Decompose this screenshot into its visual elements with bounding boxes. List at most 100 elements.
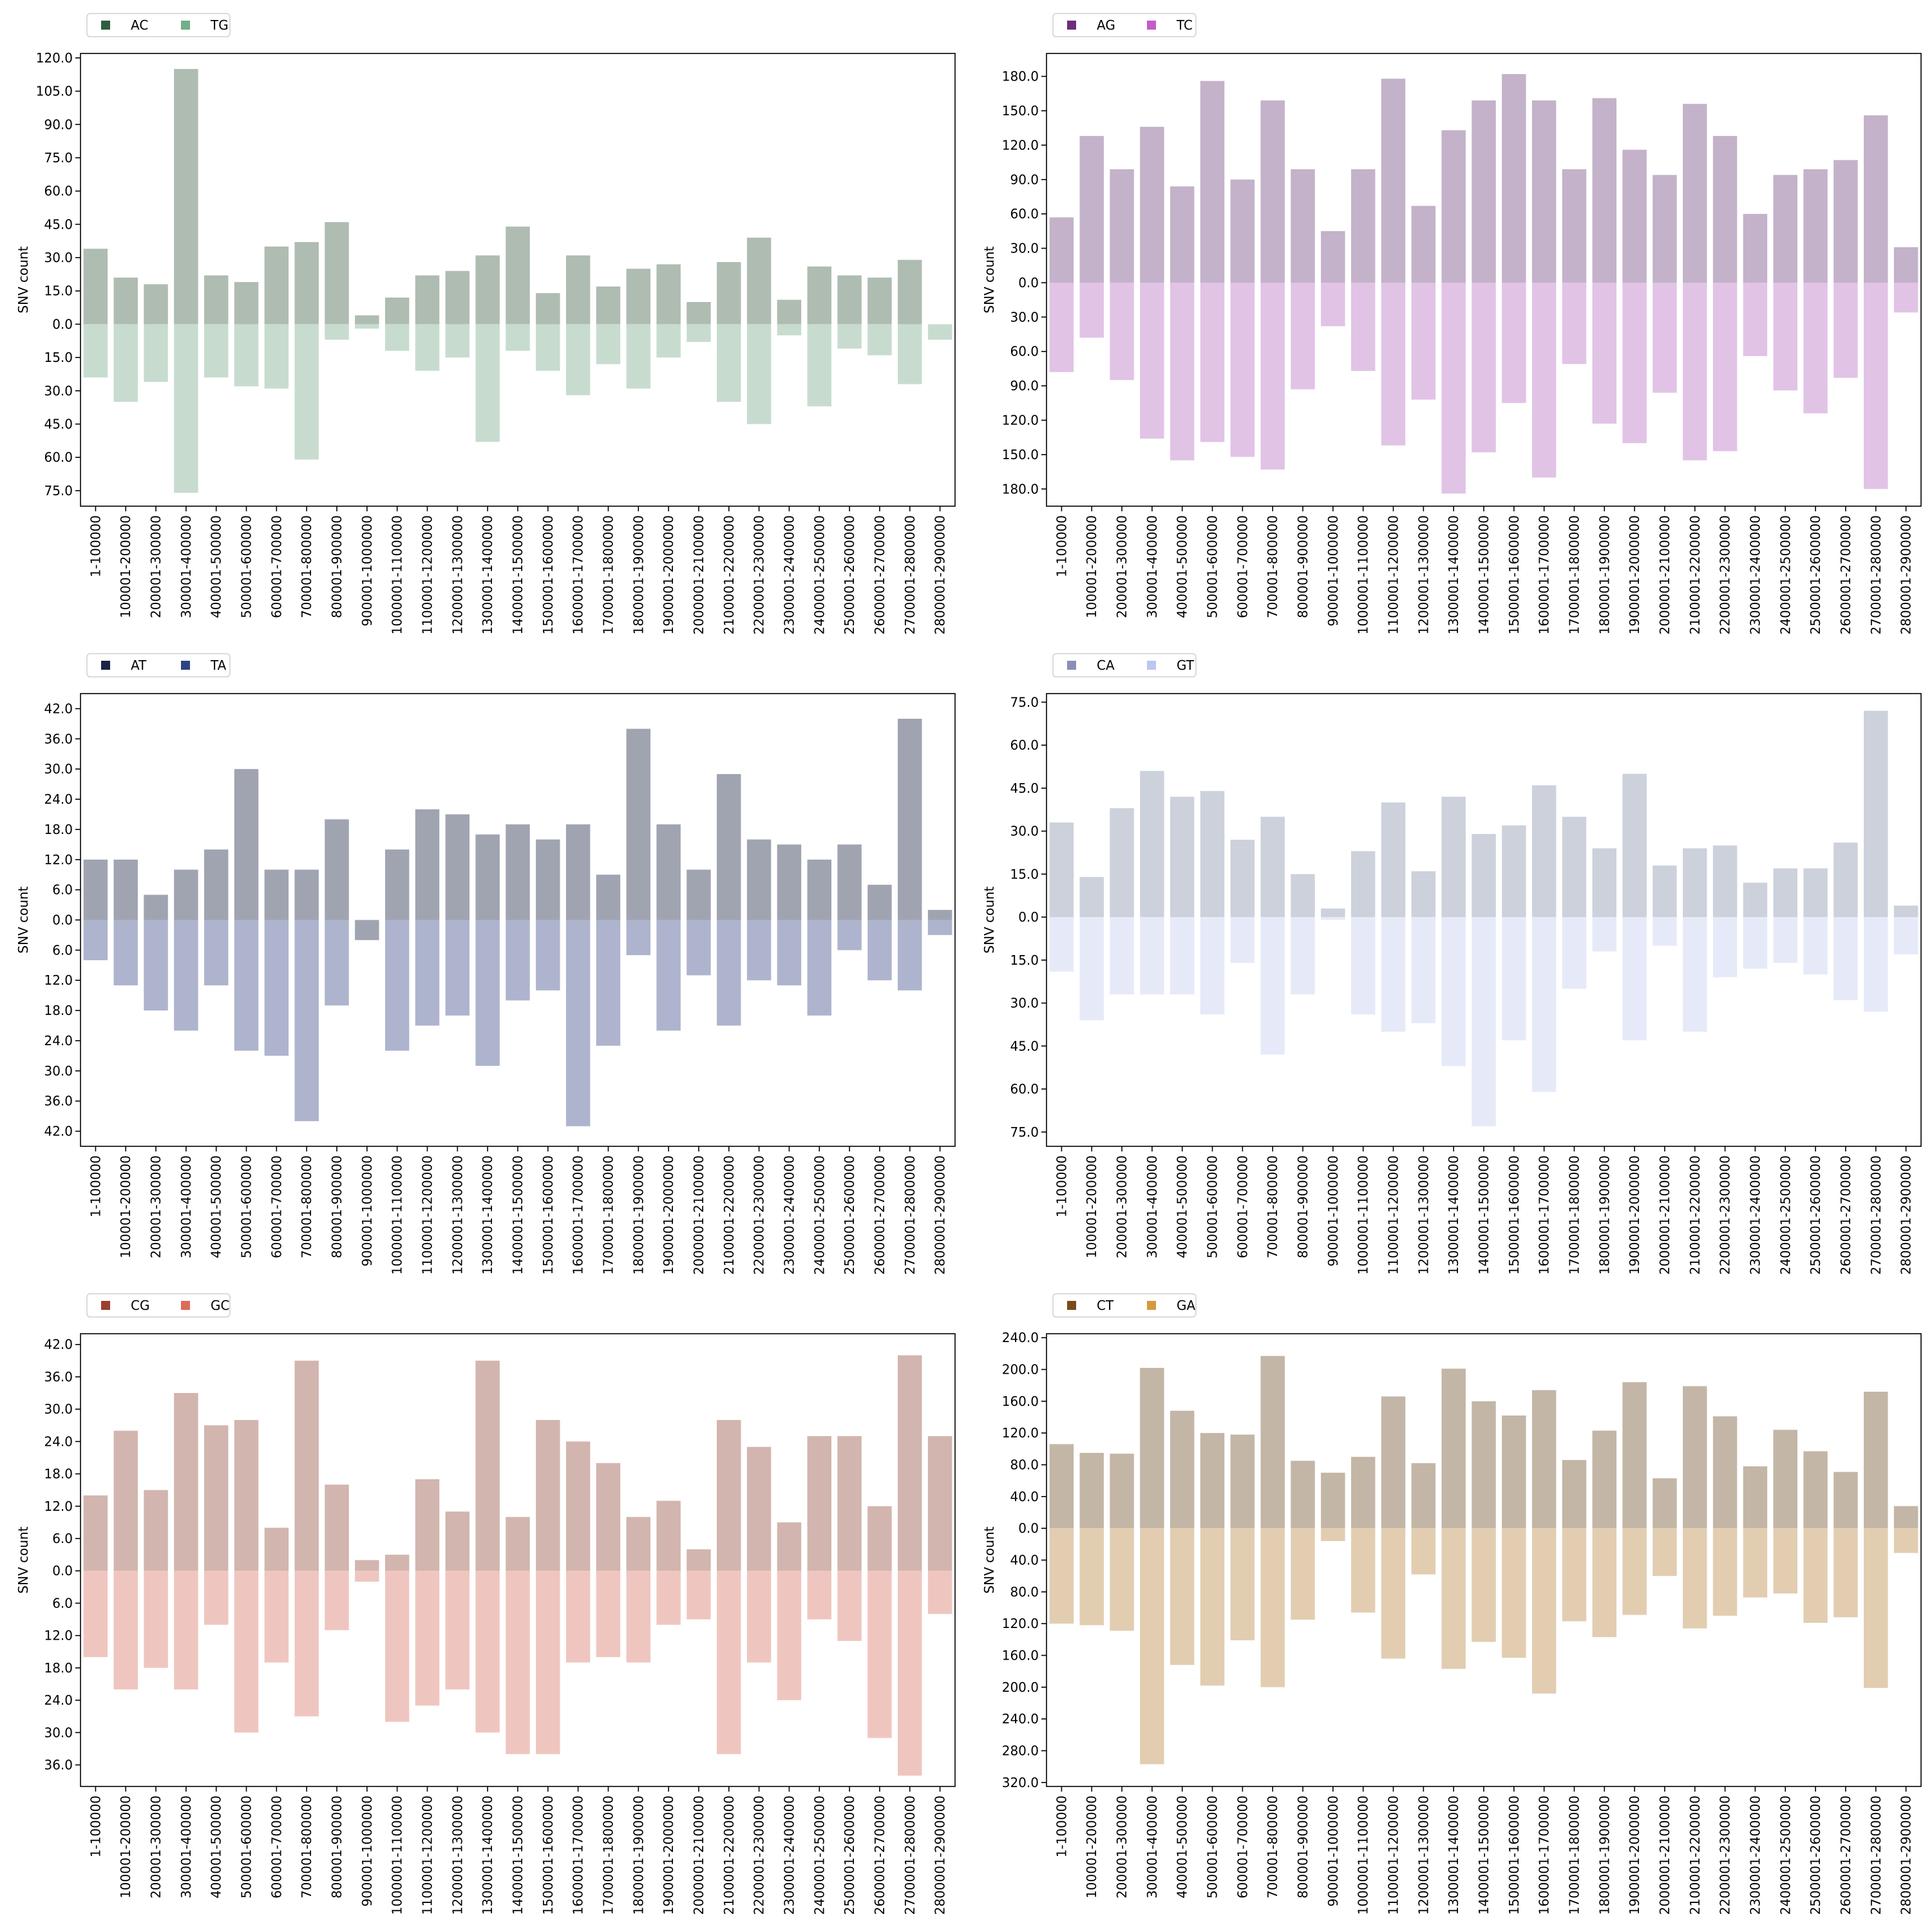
x-tick-label: 1-100000 (88, 1155, 103, 1217)
bar-ca-14 (1441, 797, 1466, 918)
bar-at-12 (415, 809, 440, 920)
bar-gc-10 (355, 1571, 379, 1582)
legend-swatch-ag (1067, 21, 1076, 30)
x-tick-label: 1500001-1600000 (540, 1795, 556, 1915)
x-tick-label: 100001-200000 (1084, 515, 1099, 618)
x-tick-label: 600001-700000 (1235, 1155, 1250, 1258)
bar-gc-17 (565, 1571, 591, 1663)
bar-cg-22 (717, 1419, 741, 1571)
bar-ag-29 (1893, 247, 1918, 283)
bar-ct-14 (1441, 1368, 1466, 1529)
legend-label-gt: GT (1177, 658, 1195, 673)
bar-gc-4 (174, 1571, 198, 1690)
bar-gt-21 (1653, 917, 1677, 946)
bar-ac-21 (687, 301, 711, 325)
x-tick-label: 1600001-1700000 (571, 515, 586, 634)
x-tick-label: 1400001-1500000 (510, 1795, 526, 1915)
x-tick-label: 700001-800000 (1265, 1795, 1280, 1899)
legend-label-ga: GA (1177, 1298, 1195, 1313)
bar-ag-22 (1683, 104, 1707, 283)
y-axis-label: SNV count (15, 1526, 31, 1593)
bar-gt-8 (1260, 917, 1285, 1055)
x-tick-label: 1600001-1700000 (571, 1155, 586, 1274)
x-tick-label: 1400001-1500000 (1476, 1155, 1492, 1274)
bar-ag-3 (1110, 169, 1134, 283)
legend-swatch-tg (181, 21, 190, 30)
bar-ca-29 (1893, 905, 1918, 918)
x-tick-label: 1300001-1400000 (480, 1795, 495, 1915)
bar-ga-6 (1200, 1528, 1225, 1686)
bar-ta-24 (777, 920, 802, 986)
bar-ct-20 (1622, 1382, 1647, 1529)
legend-box (86, 13, 231, 37)
x-tick-label: 800001-900000 (329, 1795, 345, 1899)
legend-box (1052, 1293, 1197, 1318)
x-tick-label: 400001-500000 (1175, 515, 1190, 618)
y-tick-label: 40.0 (1010, 1553, 1039, 1568)
x-tick-label: 600001-700000 (269, 515, 284, 618)
bar-ag-26 (1803, 169, 1828, 283)
bar-ta-17 (565, 920, 591, 1126)
bar-cg-25 (807, 1436, 831, 1571)
y-tick-label: 75.0 (44, 150, 73, 166)
bar-ta-18 (596, 920, 621, 1046)
x-tick-label: 900001-1000000 (359, 515, 375, 627)
bar-tc-6 (1200, 282, 1225, 442)
x-tick-label: 1700001-1800000 (600, 1155, 616, 1274)
x-tick-label: 2200001-2300000 (1718, 515, 1733, 634)
bar-ct-1 (1049, 1444, 1074, 1529)
legend-label-tc: TC (1176, 17, 1193, 33)
x-tick-label: 2300001-2400000 (781, 515, 797, 634)
y-tick-label: 80.0 (1010, 1457, 1039, 1473)
bar-ac-2 (113, 278, 138, 325)
bar-ct-25 (1773, 1430, 1797, 1529)
x-tick-label: 1100001-1200000 (420, 1155, 435, 1274)
x-tick-label: 1800001-1900000 (630, 515, 646, 634)
legend-box (86, 653, 231, 677)
bar-tg-3 (144, 324, 168, 383)
bar-tg-22 (717, 324, 741, 402)
bar-gt-3 (1110, 917, 1134, 995)
x-tick-label: 2600001-2700000 (872, 1795, 887, 1915)
bar-ta-12 (415, 920, 440, 1026)
y-tick-label: 75.0 (44, 483, 73, 498)
y-tick-label: 150.0 (1002, 447, 1039, 462)
x-tick-label: 1500001-1600000 (1506, 1155, 1522, 1274)
bar-ga-15 (1472, 1528, 1496, 1642)
y-tick-label: 45.0 (44, 416, 73, 431)
x-tick-label: 1900001-2000000 (661, 1795, 676, 1915)
bar-ca-5 (1170, 797, 1195, 918)
bar-gc-15 (506, 1571, 530, 1754)
bar-ga-27 (1833, 1528, 1858, 1618)
bar-ct-8 (1260, 1356, 1285, 1529)
bar-ag-7 (1230, 179, 1255, 283)
y-tick-label: 60.0 (1010, 737, 1039, 753)
x-tick-label: 100001-200000 (1084, 1795, 1099, 1899)
bar-ca-25 (1773, 868, 1797, 918)
x-tick-label: 800001-900000 (329, 1155, 345, 1258)
x-tick-label: 1800001-1900000 (630, 1795, 646, 1915)
bar-tc-11 (1350, 282, 1376, 371)
bar-cg-24 (777, 1522, 802, 1571)
bar-ag-6 (1200, 80, 1225, 283)
bar-ca-17 (1531, 785, 1557, 918)
x-tick-label: 700001-800000 (1265, 515, 1280, 618)
x-tick-label: 1400001-1500000 (1476, 1795, 1492, 1915)
y-axis-label: SNV count (981, 886, 997, 953)
bar-ga-5 (1170, 1528, 1195, 1665)
x-tick-label: 1-100000 (1054, 515, 1069, 577)
bar-cg-15 (506, 1517, 530, 1571)
x-tick-label: 500001-600000 (1205, 1795, 1220, 1899)
bar-cg-17 (565, 1441, 591, 1571)
y-tick-label: 280.0 (1002, 1743, 1039, 1759)
x-tick-label: 400001-500000 (1175, 1155, 1190, 1258)
x-tick-label: 800001-900000 (329, 515, 345, 618)
bar-gt-29 (1893, 917, 1918, 954)
x-tick-label: 2600001-2700000 (1838, 515, 1853, 634)
bar-tc-21 (1653, 282, 1677, 393)
y-tick-label: 15.0 (44, 283, 73, 299)
bar-ta-11 (384, 920, 410, 1051)
y-tick-label: 45.0 (44, 216, 73, 232)
bar-ag-16 (1502, 74, 1526, 283)
bar-gc-9 (325, 1571, 349, 1631)
